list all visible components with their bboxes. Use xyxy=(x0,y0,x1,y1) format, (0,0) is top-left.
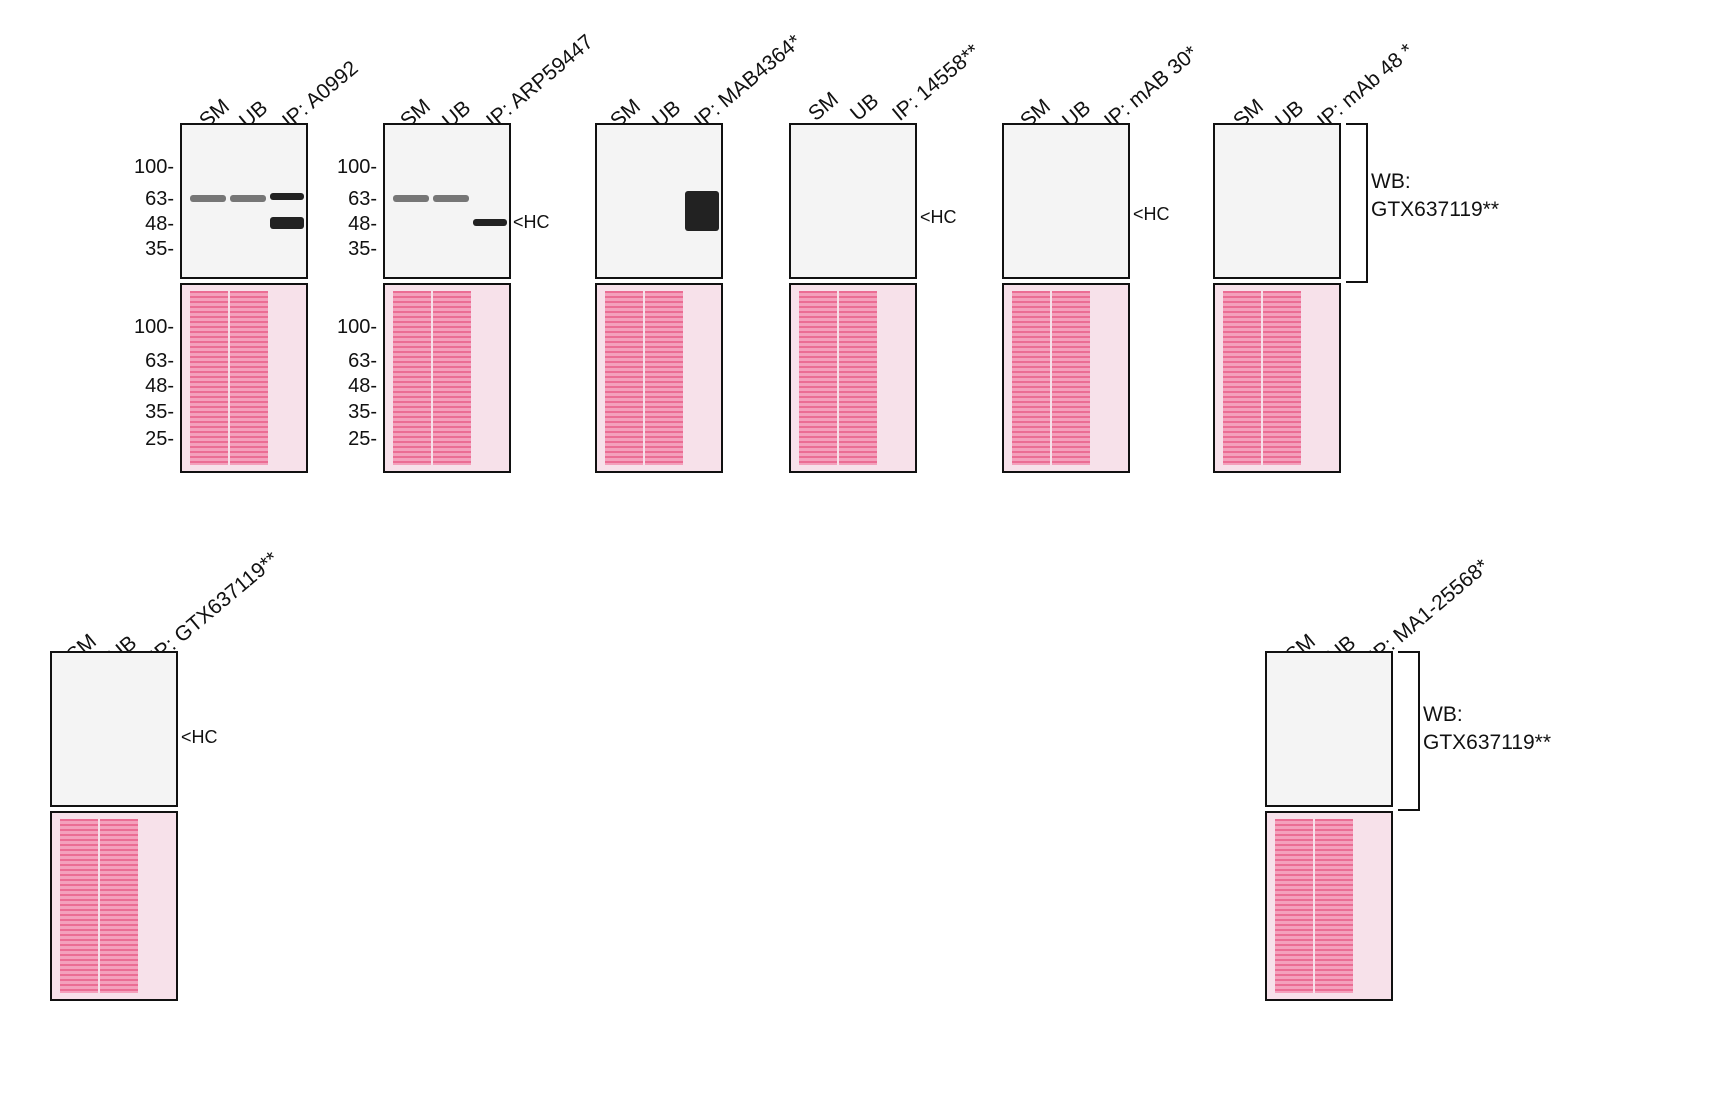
lane-label-ip: IP: mAB 30* xyxy=(1100,41,1203,133)
stain-marker-25: 25- xyxy=(348,428,377,450)
marker-100: 100- xyxy=(133,156,174,178)
ponceau-stain-image xyxy=(50,811,178,1001)
western-blot-image xyxy=(50,651,178,807)
stain-marker-48: 48- xyxy=(348,375,377,397)
ponceau-stain-image xyxy=(180,283,308,473)
wb-label-top: WB: GTX637119** xyxy=(1371,168,1499,224)
marker-63: 63- xyxy=(348,188,377,210)
lane-label-ip: IP: MAB4364* xyxy=(690,30,806,133)
western-blot-image xyxy=(1213,123,1341,279)
stain-marker-35: 35- xyxy=(348,401,377,423)
marker-100: 100- xyxy=(336,156,377,178)
ponceau-stain-image xyxy=(789,283,917,473)
marker-48: 48- xyxy=(145,213,174,235)
ponceau-stain-image xyxy=(1213,283,1341,473)
marker-63: 63- xyxy=(145,188,174,210)
ponceau-stain-image xyxy=(595,283,723,473)
western-blot-image xyxy=(1002,123,1130,279)
western-blot-image xyxy=(1265,651,1393,807)
stain-marker-35: 35- xyxy=(145,401,174,423)
hc-arrow-label: <HC xyxy=(513,212,550,232)
lane-label-ip: IP: ARP59447 xyxy=(482,30,598,133)
lane-label-ip: IP: A0992 xyxy=(278,56,363,133)
hc-arrow-label: <HC xyxy=(181,727,218,747)
stain-marker-48: 48- xyxy=(145,375,174,397)
western-blot-image xyxy=(383,123,511,279)
wb-label-line2: GTX637119** xyxy=(1423,731,1552,754)
wb-label-bottom: WB: GTX637119** xyxy=(1423,701,1551,757)
western-blot-image xyxy=(789,123,917,279)
lane-label-sm: SM xyxy=(804,87,843,126)
lane-label-ip: IP: mAb 48 * xyxy=(1313,39,1419,133)
marker-35: 35- xyxy=(145,238,174,260)
ponceau-stain-image xyxy=(383,283,511,473)
hc-arrow-label: <HC xyxy=(1133,204,1170,224)
ponceau-stain-image xyxy=(1002,283,1130,473)
lane-label-ip: IP: 14558** xyxy=(888,39,985,126)
wb-label-line1: WB: xyxy=(1371,170,1411,193)
stain-marker-63: 63- xyxy=(348,350,377,372)
hc-arrow-label: <HC xyxy=(920,207,957,227)
stain-marker-100: 100- xyxy=(336,316,377,338)
marker-35: 35- xyxy=(348,238,377,260)
wb-label-line2: GTX637119** xyxy=(1371,198,1500,221)
wb-bracket-bottom xyxy=(1398,651,1420,811)
ponceau-stain-image xyxy=(1265,811,1393,1001)
marker-48: 48- xyxy=(348,213,377,235)
stain-marker-100: 100- xyxy=(133,316,174,338)
wb-bracket-top xyxy=(1346,123,1368,283)
western-blot-image xyxy=(595,123,723,279)
wb-label-line1: WB: xyxy=(1423,703,1463,726)
stain-marker-25: 25- xyxy=(145,428,174,450)
stain-marker-63: 63- xyxy=(145,350,174,372)
lane-label-ub: UB xyxy=(846,89,884,126)
western-blot-image xyxy=(180,123,308,279)
